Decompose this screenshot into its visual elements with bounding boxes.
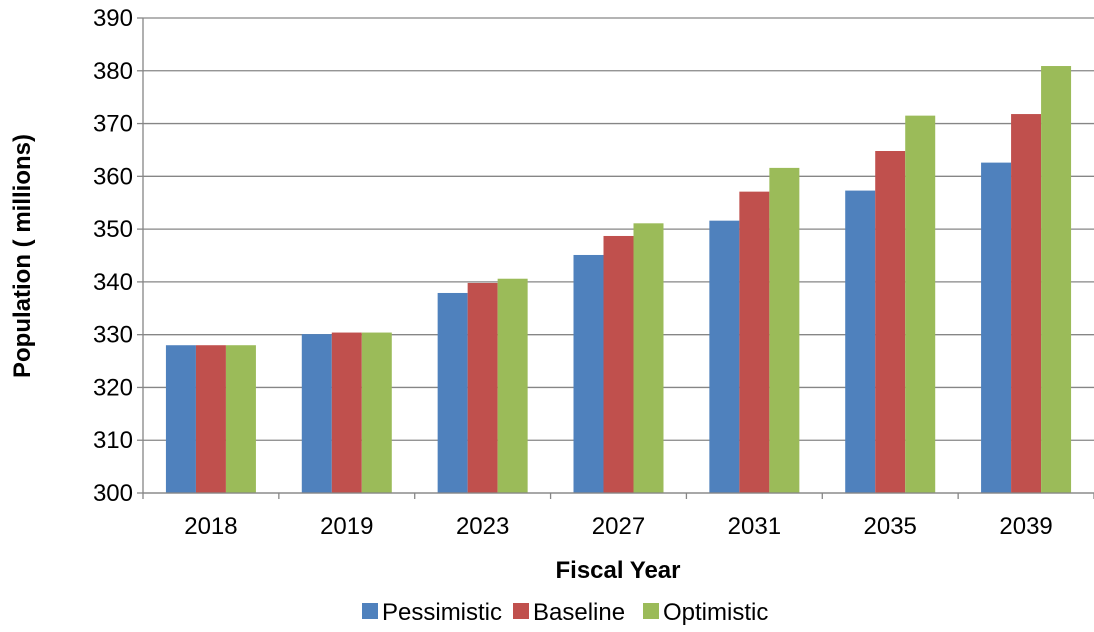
legend-label-pessimistic: Pessimistic xyxy=(382,599,502,626)
bar-pessimistic-2039 xyxy=(981,162,1012,493)
bar-optimistic-2027 xyxy=(633,223,664,494)
bar-optimistic-2039 xyxy=(1041,66,1072,494)
bar-pessimistic-2031 xyxy=(709,220,740,493)
bar-optimistic-2019 xyxy=(361,332,392,493)
x-tick-label: 2031 xyxy=(728,513,781,540)
x-tick-label: 2023 xyxy=(456,513,509,540)
x-tick-label: 2018 xyxy=(184,513,237,540)
y-tick-labels: 300 310 320 330 340 350 360 370 380 390 xyxy=(93,5,133,507)
legend-swatch-optimistic xyxy=(643,603,659,619)
x-tick-labels: 2018 2019 2023 2027 2031 2035 2039 xyxy=(184,513,1053,540)
bar-baseline-2018 xyxy=(195,345,226,493)
bar-optimistic-2018 xyxy=(225,345,256,493)
y-tick-label: 370 xyxy=(93,111,133,138)
bar-baseline-2023 xyxy=(467,282,498,493)
x-tick-label: 2019 xyxy=(320,513,373,540)
x-axis-title: Fiscal Year xyxy=(556,557,681,584)
legend-swatch-baseline xyxy=(513,603,529,619)
x-tick-label: 2035 xyxy=(864,513,917,540)
bar-pessimistic-2023 xyxy=(437,292,468,493)
y-tick-label: 310 xyxy=(93,427,133,454)
y-tick-label: 340 xyxy=(93,269,133,296)
y-tick-label: 330 xyxy=(93,322,133,349)
bar-baseline-2027 xyxy=(603,235,634,493)
bars xyxy=(165,66,1072,494)
x-tick-label: 2027 xyxy=(592,513,645,540)
y-tick-label: 390 xyxy=(93,5,133,32)
bar-baseline-2039 xyxy=(1011,114,1042,494)
y-tick-label: 350 xyxy=(93,216,133,243)
bar-optimistic-2031 xyxy=(769,167,800,493)
y-axis-title: Population ( millions) xyxy=(9,134,36,378)
bar-baseline-2019 xyxy=(331,332,362,493)
bar-pessimistic-2035 xyxy=(845,190,876,494)
legend-label-optimistic: Optimistic xyxy=(663,599,768,626)
axes xyxy=(137,17,1094,499)
x-tick-label: 2039 xyxy=(999,513,1052,540)
legend-label-baseline: Baseline xyxy=(533,599,625,626)
bar-pessimistic-2018 xyxy=(165,345,196,493)
bar-pessimistic-2027 xyxy=(573,254,604,493)
bar-optimistic-2023 xyxy=(497,278,528,493)
bar-optimistic-2035 xyxy=(905,115,936,493)
y-tick-label: 320 xyxy=(93,374,133,401)
bar-pessimistic-2019 xyxy=(301,334,332,493)
legend-swatch-pessimistic xyxy=(362,603,378,619)
legend: Pessimistic Baseline Optimistic xyxy=(362,599,768,626)
bar-baseline-2035 xyxy=(875,151,906,493)
y-tick-label: 300 xyxy=(93,480,133,507)
bar-baseline-2031 xyxy=(739,191,770,493)
y-tick-label: 380 xyxy=(93,58,133,85)
y-tick-label: 360 xyxy=(93,163,133,190)
